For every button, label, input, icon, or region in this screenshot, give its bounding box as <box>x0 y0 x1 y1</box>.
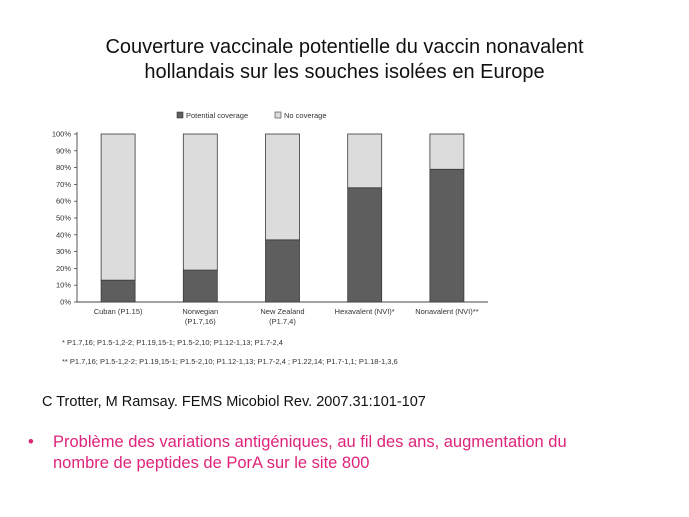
bar-segment-potential-coverage <box>429 168 465 303</box>
y-tick-label: 60% <box>56 197 71 206</box>
y-tick-label: 40% <box>56 230 71 239</box>
x-category-label: Cuban (P1.15) <box>94 307 143 316</box>
bar-segment-no-coverage <box>100 133 136 281</box>
bullet-text: Problème des variations antigéniques, au… <box>53 432 678 474</box>
bar-segment-potential-coverage <box>100 279 136 303</box>
legend-swatch <box>176 111 184 119</box>
slide-title: Couverture vaccinale potentielle du vacc… <box>0 35 689 85</box>
y-tick-label: 70% <box>56 180 71 189</box>
bar-segment-no-coverage <box>265 133 300 241</box>
bar-segment-no-coverage <box>182 133 218 271</box>
bar-segment-potential-coverage <box>265 239 300 303</box>
y-tick-label: 100% <box>52 130 72 139</box>
title-line-2: hollandais sur les souches isolées en Eu… <box>144 61 545 83</box>
legend-swatch <box>274 111 282 119</box>
x-category-label: (P1.7,4) <box>269 317 296 326</box>
title-line-1: Couverture vaccinale potentielle du vacc… <box>105 36 584 58</box>
y-tick-label: 20% <box>56 264 71 273</box>
chart-footnote-2: ** P1.7,16; P1.5-1,2-2; P1.19,15-1; P1.5… <box>62 357 398 366</box>
y-tick-label: 0% <box>60 298 71 307</box>
bar-segment-no-coverage <box>347 133 383 189</box>
bar-segment-no-coverage <box>429 133 465 170</box>
y-tick-label: 90% <box>56 146 71 155</box>
x-category-label: Hexavalent (NVI)* <box>335 307 395 316</box>
bar-segment-potential-coverage <box>347 187 383 303</box>
y-tick-label: 80% <box>56 163 71 172</box>
bullet-icon: • <box>28 433 34 451</box>
y-tick-label: 10% <box>56 281 71 290</box>
legend-label: No coverage <box>284 111 327 120</box>
x-category-label: Norwegian <box>182 307 218 316</box>
x-category-label: New Zealand <box>260 307 304 316</box>
bar-segment-potential-coverage <box>182 269 218 303</box>
legend-label: Potential coverage <box>186 111 248 120</box>
citation: C Trotter, M Ramsay. FEMS Micobiol Rev. … <box>42 394 426 410</box>
chart-footnote-1: * P1.7,16; P1.5-1,2-2; P1.19,15-1; P1.5-… <box>62 338 283 347</box>
bullet-line-2: nombre de peptides de PorA sur le site 8… <box>53 454 370 472</box>
x-category-label: Nonavalent (NVI)** <box>415 307 478 316</box>
y-tick-label: 50% <box>56 214 71 223</box>
bullet-line-1: Problème des variations antigéniques, au… <box>53 433 567 451</box>
bullet-point: • Problème des variations antigéniques, … <box>28 432 678 474</box>
y-tick-label: 30% <box>56 247 71 256</box>
coverage-chart: 0% 10% 20% 30% 40% 50% 60% 70% 80% 90% 100% Cuban (… <box>52 111 488 326</box>
x-category-label: (P1.7,16) <box>185 317 216 326</box>
